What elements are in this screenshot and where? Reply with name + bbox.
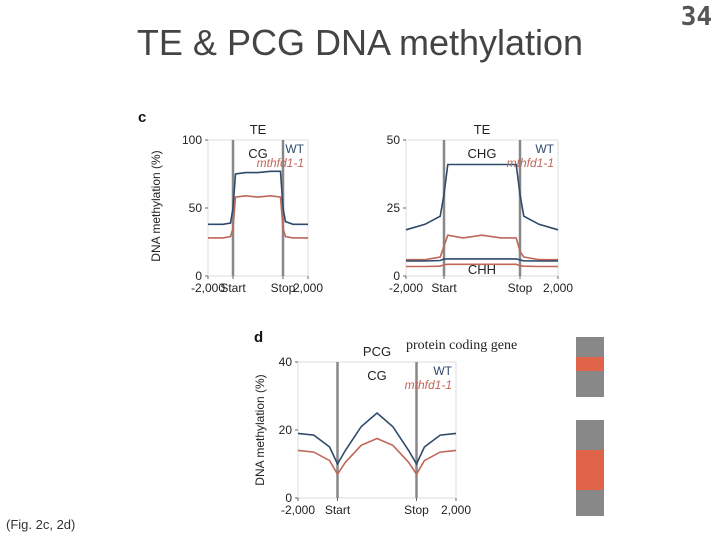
chart-c-cg-legend-mutant: mthfd1-1 (257, 156, 304, 170)
color-block-bottom (576, 420, 604, 516)
panel-c-ylabel: DNA methylation (%) (149, 150, 163, 261)
chart-c-chg-ytick-label-0: 0 (393, 269, 400, 283)
page-number: 34 (680, 2, 712, 32)
chart-c-chg-series-line-3 (406, 263, 558, 268)
panel-c-letter: c (138, 109, 146, 126)
block-orange-1 (576, 357, 604, 371)
chart-c-chg-series-line-1 (406, 234, 558, 261)
block-gray-3 (576, 420, 604, 450)
chart-c-chg-legend-mutant: mthfd1-1 (507, 156, 554, 170)
chart-c-chg-context2-label: CHH (468, 262, 496, 277)
chart-c-chg-series-line-0 (405, 163, 559, 231)
chart-d-pcg-series-line-0 (297, 411, 457, 466)
chart-c-chg-ytick-label-1: 25 (387, 201, 401, 215)
chart-d-pcg-legend-wt: WT (433, 364, 452, 378)
block-gray-1 (576, 337, 604, 357)
panel-d-letter: d (254, 329, 263, 346)
chart-d-pcg-xtick-label-2: Stop (404, 503, 429, 517)
panel-d-chart: d DNA methylation (%) 0 20 40 -2,000 Start Stop… (253, 329, 471, 517)
panel-d-ylabel: DNA methylation (%) (253, 374, 267, 485)
chart-d-pcg-title: PCG (363, 344, 391, 359)
chart-c-chg-xtick-label-3: 2,000 (543, 281, 573, 295)
chart-d-pcg-xtick-label-3: 2,000 (441, 503, 471, 517)
chart-c-cg-xtick-label-1: Start (220, 281, 246, 295)
block-gray-2 (576, 371, 604, 397)
chart-c-cg-ytick-label-0: 0 (195, 269, 202, 283)
figure-panel-c: c DNA methylation (%) 0 50 100 -2,000 Start Sto… (134, 98, 586, 312)
chart-c-chg-title: TE (474, 122, 491, 137)
protein-coding-gene-label: protein coding gene (406, 338, 518, 353)
chart-c-cg-xtick-label-3: 2,000 (293, 281, 323, 295)
chart-c-cg-context-label: CG (248, 146, 268, 161)
chart-c-cg-legend-wt: WT (285, 142, 304, 156)
chart-c-cg-ytick-label-1: 50 (189, 201, 203, 215)
color-block-top (576, 337, 604, 397)
chart-c-cg-ytick-label-2: 100 (182, 133, 202, 147)
chart-d-pcg-xtick-label-1: Start (325, 503, 351, 517)
chart-d-pcg-legend-mutant: mthfd1-1 (405, 378, 452, 392)
chart-c-chg-ytick-label-2: 50 (387, 133, 401, 147)
block-gray-4 (576, 490, 604, 516)
chart-d-pcg-ytick-label-2: 40 (279, 355, 293, 369)
chart-c-cg-xtick-label-0: -2,000 (191, 281, 225, 295)
chart-c-cg-series-line-0 (208, 170, 308, 226)
chart-d-pcg-xtick-label-0: -2,000 (281, 503, 315, 517)
chart-c-cg-series-line-1 (208, 194, 308, 239)
chart-c-chg-legend-wt: WT (535, 142, 554, 156)
slide-title: TE & PCG DNA methylation (136, 22, 584, 63)
figure-caption: (Fig. 2c, 2d) (6, 517, 76, 532)
chart-d-pcg-ytick-label-1: 20 (279, 423, 293, 437)
block-orange-2 (576, 450, 604, 490)
chart-c-cg-title: TE (250, 122, 267, 137)
chart-c-chg-series-line-2 (406, 258, 558, 262)
chart-d-pcg-ytick-label-0: 0 (285, 491, 292, 505)
chart-c-chg-xtick-label-0: -2,000 (389, 281, 423, 295)
chart-c-chg-context-label: CHG (468, 146, 497, 161)
chart-c-chg-xtick-label-2: Stop (508, 281, 533, 295)
chart-d-pcg-context-label: CG (367, 368, 387, 383)
chart-d-pcg-series-line-1 (297, 437, 457, 476)
figure-panel-d: d DNA methylation (%) 0 20 40 -2,000 Start Stop… (246, 320, 476, 532)
chart-c-cg-xtick-label-2: Stop (271, 281, 296, 295)
chart-c-chg-xtick-label-1: Start (431, 281, 457, 295)
